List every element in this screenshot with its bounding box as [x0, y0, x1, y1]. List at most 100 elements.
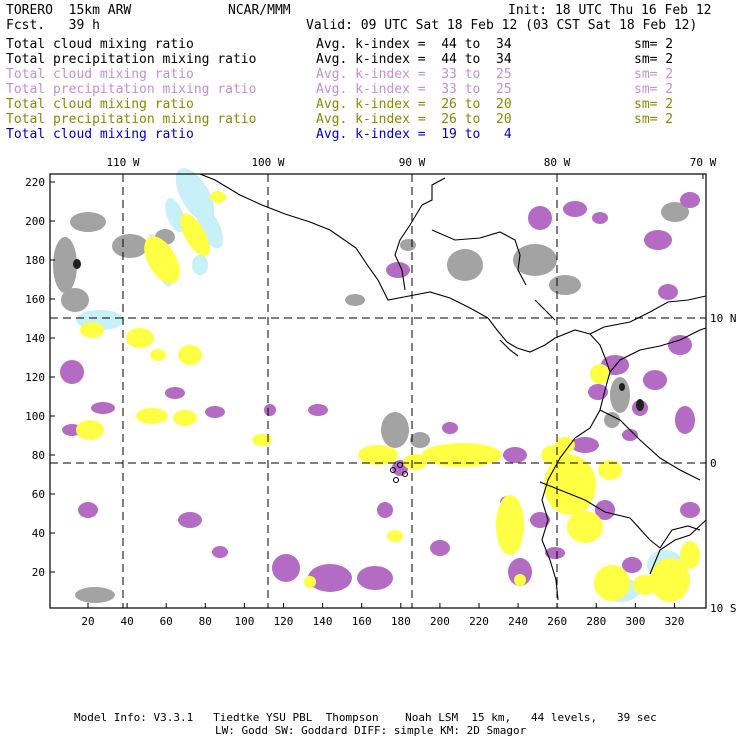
purple-cloud-region: [643, 370, 667, 390]
gray-cloud-region: [61, 288, 89, 312]
island: [401, 470, 409, 478]
legend-k-index: Avg. k-index = 26 to 20: [316, 112, 512, 127]
x-tick-label: 280: [586, 615, 606, 628]
axis-ticks: 20 40 60 80 100 120 140 160 180 200 220 240 260 280 30…: [25, 156, 736, 628]
purple-cloud-region: [78, 502, 98, 518]
y-tick-label: 40: [32, 527, 45, 540]
gray-cloud-region: [447, 249, 483, 281]
legend-field: Total cloud mixing ratio: [6, 127, 194, 142]
yellow-cloud-region: [136, 408, 168, 424]
cyan-cloud-region: [165, 197, 185, 233]
x-tick-label: 40: [120, 615, 133, 628]
gray-cloud-region: [549, 275, 581, 295]
yellow-cloud-region: [387, 530, 403, 542]
longitude-label: 80 W: [544, 156, 571, 169]
coastline: [649, 519, 707, 575]
purple-cloud-region: [308, 404, 328, 416]
yellow-cloud-region: [150, 349, 166, 361]
yellow-cloud-region: [210, 191, 226, 203]
coastline: [199, 173, 591, 353]
gray-cloud-region: [53, 237, 77, 293]
yellow-cloud-region: [178, 345, 202, 365]
purple-cloud-region: [357, 566, 393, 590]
y-tick-label: 220: [25, 176, 45, 189]
yellow-cloud-region: [680, 541, 700, 569]
x-tick-label: 300: [625, 615, 645, 628]
longitude-label: 100 W: [251, 156, 284, 169]
yellow-cloud-region: [514, 574, 526, 586]
coastline: [394, 177, 446, 291]
organization: NCAR/MMM: [228, 3, 291, 18]
physics-info: LW: Godd SW: Goddard DIFF: simple KM: 2D…: [215, 724, 527, 737]
legend-smoothing: sm= 2: [634, 97, 674, 112]
coastline: [541, 333, 611, 601]
map-frame: [49, 173, 707, 609]
yellow-cloud-region: [590, 364, 610, 384]
y-tick-label: 120: [25, 371, 45, 384]
cyan-cloud-region: [192, 255, 208, 275]
purple-cloud-region: [377, 502, 393, 518]
gray-cloud-region: [513, 244, 557, 276]
init-time: Init: 18 UTC Thu 16 Feb 12: [508, 3, 712, 18]
x-tick-label: 320: [665, 615, 685, 628]
yellow-cloud-region: [555, 437, 575, 453]
x-tick-label: 140: [313, 615, 333, 628]
yellow-cloud-region: [594, 565, 630, 601]
gray-cloud-region: [604, 412, 620, 428]
gray-cloud-region: [410, 432, 430, 448]
coastline: [589, 295, 707, 335]
purple-cloud-region: [508, 558, 532, 586]
valid-time: Valid: 09 UTC Sat 18 Feb 12 (03 CST Sat …: [306, 18, 698, 33]
yellow-cloud-region: [567, 511, 603, 543]
x-tick-label: 60: [160, 615, 173, 628]
purple-cloud-region: [178, 512, 202, 528]
x-tick-label: 120: [274, 615, 294, 628]
purple-cloud-region: [592, 212, 608, 224]
legend-k-index: Avg. k-index = 44 to 34: [316, 52, 512, 67]
purple-cloud-region: [530, 512, 550, 528]
longitude-label: 110 W: [106, 156, 139, 169]
cyan-cloud-region: [197, 207, 223, 249]
purple-cloud-region: [595, 500, 615, 520]
purple-cloud-region: [528, 206, 552, 230]
lat-lon-grid: [50, 174, 706, 608]
island: [396, 461, 404, 469]
y-tick-label: 140: [25, 332, 45, 345]
latitude-label: 10 N: [710, 312, 737, 325]
x-tick-label: 260: [547, 615, 567, 628]
yellow-cloud-region: [76, 420, 104, 440]
cloud-fields: [53, 168, 700, 603]
x-tick-label: 240: [508, 615, 528, 628]
model-info: Model Info: V3.3.1 Tiedtke YSU PBL Thomp…: [74, 711, 657, 724]
purple-cloud-region: [165, 387, 185, 399]
coastline: [431, 229, 527, 286]
purple-cloud-region: [212, 546, 228, 558]
purple-cloud-region: [308, 564, 352, 592]
longitude-label: 90 W: [399, 156, 426, 169]
purple-cloud-region: [272, 554, 300, 582]
island: [392, 476, 400, 484]
y-tick-label: 80: [32, 449, 45, 462]
purple-cloud-region: [675, 406, 695, 434]
coastline: [499, 339, 519, 357]
y-tick-label: 100: [25, 410, 45, 423]
gray-cloud-region: [75, 587, 115, 603]
coastlines: [199, 173, 707, 601]
purple-cloud-region: [668, 335, 692, 355]
gray-cloud-region: [345, 294, 365, 306]
legend-smoothing: sm= 2: [634, 82, 674, 97]
legend-field: Total cloud mixing ratio: [6, 97, 194, 112]
purple-cloud-region: [571, 437, 599, 453]
coastline: [599, 409, 701, 481]
legend-smoothing: sm= 2: [634, 112, 674, 127]
yellow-cloud-region: [496, 495, 524, 555]
yellow-cloud-region: [422, 443, 502, 467]
x-tick-label: 20: [81, 615, 94, 628]
yellow-cloud-region: [252, 434, 272, 446]
purple-cloud-region: [545, 547, 565, 559]
yellow-cloud-region: [633, 575, 657, 595]
yellow-cloud-region: [173, 410, 197, 426]
purple-cloud-region: [644, 230, 672, 250]
legend-k-index: Avg. k-index = 33 to 25: [316, 67, 512, 82]
